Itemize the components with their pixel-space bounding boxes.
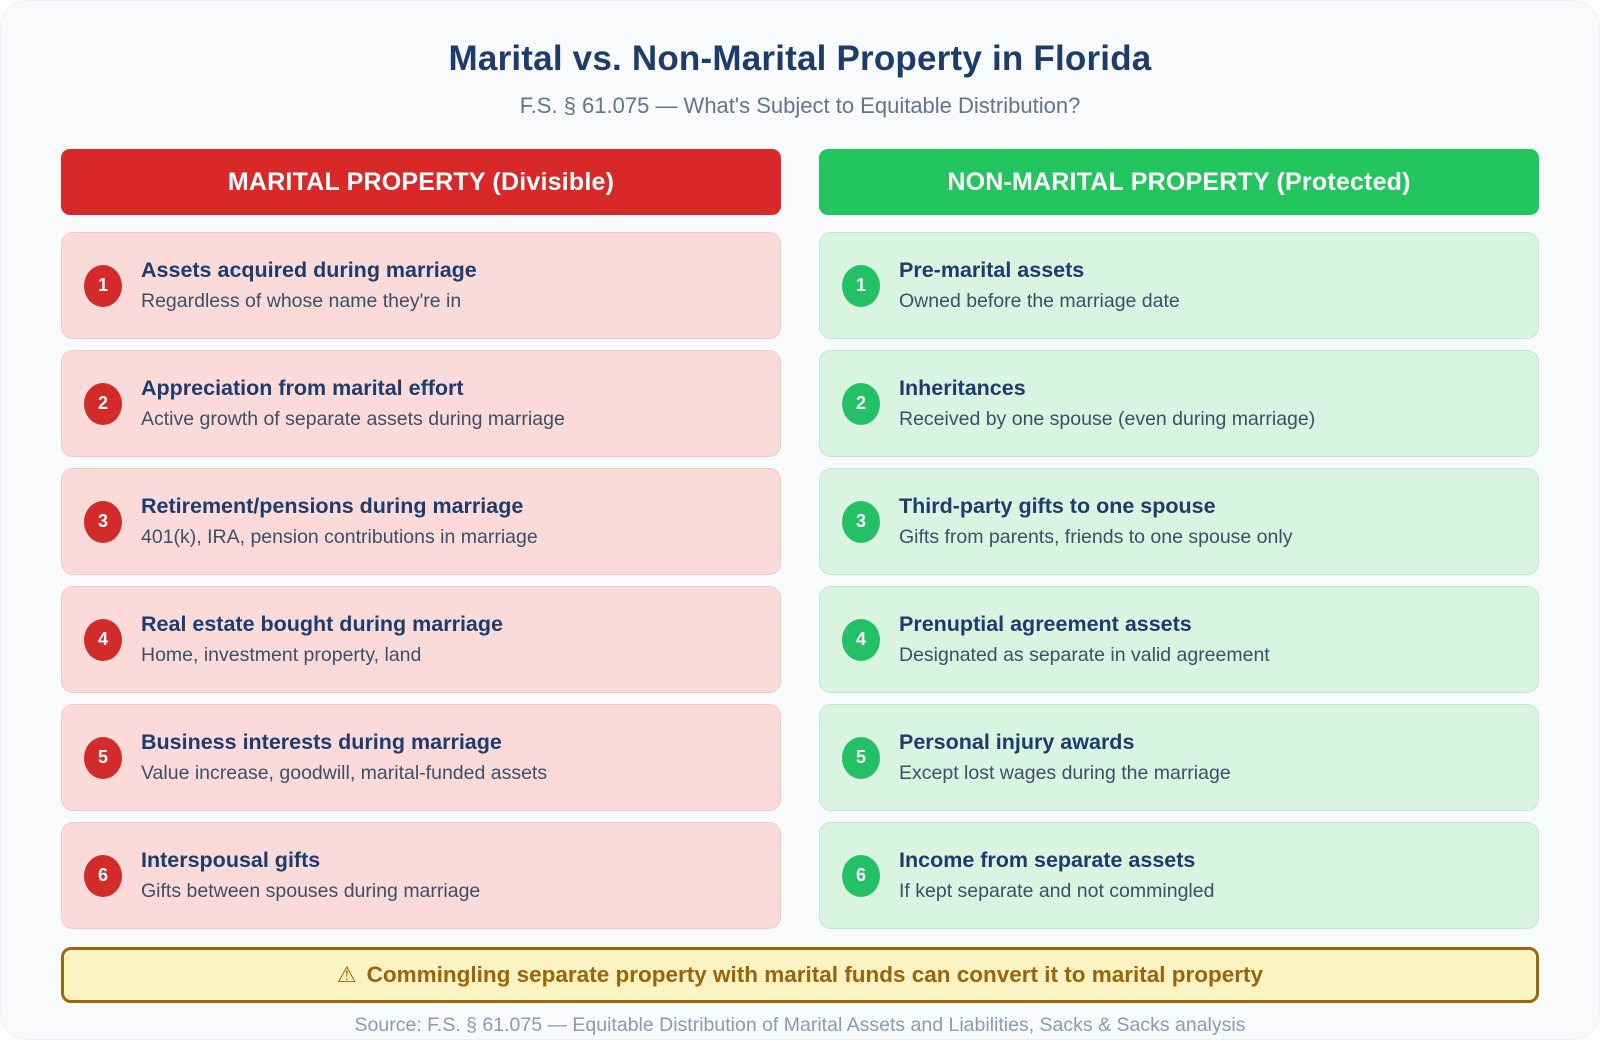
item-number-badge: 2 bbox=[842, 382, 880, 425]
warning-banner: ⚠ Commingling separate property with mar… bbox=[61, 947, 1539, 1003]
item-number-badge: 6 bbox=[842, 854, 880, 897]
list-item: 5 Business interests during marriage Val… bbox=[61, 704, 781, 811]
item-desc: Gifts between spouses during marriage bbox=[141, 880, 481, 902]
list-item: 6 Income from separate assets If kept se… bbox=[819, 822, 1539, 929]
item-desc: Gifts from parents, friends to one spous… bbox=[899, 526, 1293, 548]
header-block: Marital vs. Non-Marital Property in Flor… bbox=[1, 1, 1599, 119]
item-number-badge: 1 bbox=[842, 264, 880, 307]
item-desc: Owned before the marriage date bbox=[899, 290, 1180, 312]
item-text: Inheritances Received by one spouse (eve… bbox=[899, 376, 1315, 431]
item-title: Appreciation from marital effort bbox=[141, 376, 464, 400]
item-text: Income from separate assets If kept sepa… bbox=[899, 848, 1214, 903]
item-text: Prenuptial agreement assets Designated a… bbox=[899, 612, 1270, 667]
item-text: Pre-marital assets Owned before the marr… bbox=[899, 258, 1180, 313]
page-title: Marital vs. Non-Marital Property in Flor… bbox=[448, 39, 1152, 78]
item-desc: Value increase, goodwill, marital-funded… bbox=[141, 762, 548, 784]
list-item: 6 Interspousal gifts Gifts between spous… bbox=[61, 822, 781, 929]
item-title: Real estate bought during marriage bbox=[141, 612, 503, 636]
item-text: Personal injury awards Except lost wages… bbox=[899, 730, 1231, 785]
item-desc: Designated as separate in valid agreemen… bbox=[899, 644, 1270, 666]
item-title: Third-party gifts to one spouse bbox=[899, 494, 1216, 518]
item-desc: Except lost wages during the marriage bbox=[899, 762, 1231, 784]
item-text: Real estate bought during marriage Home,… bbox=[141, 612, 503, 667]
item-number-badge: 1 bbox=[84, 264, 122, 307]
list-item: 5 Personal injury awards Except lost wag… bbox=[819, 704, 1539, 811]
list-item: 2 Appreciation from marital effort Activ… bbox=[61, 350, 781, 457]
item-title: Pre-marital assets bbox=[899, 258, 1085, 282]
column-header-marital: MARITAL PROPERTY (Divisible) bbox=[61, 149, 781, 215]
item-number-badge: 2 bbox=[84, 382, 122, 425]
item-desc: Received by one spouse (even during marr… bbox=[899, 408, 1316, 430]
list-item: 4 Real estate bought during marriage Hom… bbox=[61, 586, 781, 693]
item-desc: If kept separate and not commingled bbox=[899, 880, 1215, 902]
list-item: 3 Retirement/pensions during marriage 40… bbox=[61, 468, 781, 575]
item-title: Business interests during marriage bbox=[141, 730, 502, 754]
item-number-badge: 4 bbox=[842, 618, 880, 661]
item-text: Assets acquired during marriage Regardle… bbox=[141, 258, 477, 313]
item-title: Assets acquired during marriage bbox=[141, 258, 477, 282]
item-text: Third-party gifts to one spouse Gifts fr… bbox=[899, 494, 1292, 549]
item-desc: Home, investment property, land bbox=[141, 644, 422, 666]
item-number-badge: 5 bbox=[84, 736, 122, 779]
item-number-badge: 4 bbox=[84, 618, 122, 661]
item-desc: Active growth of separate assets during … bbox=[141, 408, 565, 430]
page-subtitle: F.S. § 61.075 — What's Subject to Equita… bbox=[519, 93, 1081, 118]
list-item: 3 Third-party gifts to one spouse Gifts … bbox=[819, 468, 1539, 575]
item-number-badge: 5 bbox=[842, 736, 880, 779]
source-note: Source: F.S. § 61.075 — Equitable Distri… bbox=[354, 1014, 1246, 1036]
item-number-badge: 3 bbox=[84, 500, 122, 543]
warning-text: Commingling separate property with marit… bbox=[366, 962, 1264, 987]
item-number-badge: 6 bbox=[84, 854, 122, 897]
item-text: Interspousal gifts Gifts between spouses… bbox=[141, 848, 480, 903]
item-title: Income from separate assets bbox=[899, 848, 1196, 872]
marital-card-list: 1 Assets acquired during marriage Regard… bbox=[61, 232, 781, 929]
column-header-nonmarital: NON-MARITAL PROPERTY (Protected) bbox=[819, 149, 1539, 215]
item-text: Business interests during marriage Value… bbox=[141, 730, 547, 785]
item-title: Personal injury awards bbox=[899, 730, 1135, 754]
nonmarital-card-list: 1 Pre-marital assets Owned before the ma… bbox=[819, 232, 1539, 929]
list-item: 4 Prenuptial agreement assets Designated… bbox=[819, 586, 1539, 693]
list-item: 1 Pre-marital assets Owned before the ma… bbox=[819, 232, 1539, 339]
item-number-badge: 3 bbox=[842, 500, 880, 543]
comparison-columns: MARITAL PROPERTY (Divisible) 1 Assets ac… bbox=[1, 149, 1599, 929]
column-nonmarital: NON-MARITAL PROPERTY (Protected) 1 Pre-m… bbox=[819, 149, 1539, 929]
item-desc: Regardless of whose name they're in bbox=[141, 290, 462, 312]
item-title: Prenuptial agreement assets bbox=[899, 612, 1192, 636]
list-item: 1 Assets acquired during marriage Regard… bbox=[61, 232, 781, 339]
item-title: Inheritances bbox=[899, 376, 1026, 400]
item-text: Appreciation from marital effort Active … bbox=[141, 376, 565, 431]
item-desc: 401(k), IRA, pension contributions in ma… bbox=[141, 526, 538, 548]
item-text: Retirement/pensions during marriage 401(… bbox=[141, 494, 538, 549]
item-title: Retirement/pensions during marriage bbox=[141, 494, 524, 518]
item-title: Interspousal gifts bbox=[141, 848, 321, 872]
column-marital: MARITAL PROPERTY (Divisible) 1 Assets ac… bbox=[61, 149, 781, 929]
warning-icon: ⚠ bbox=[336, 962, 357, 987]
list-item: 2 Inheritances Received by one spouse (e… bbox=[819, 350, 1539, 457]
